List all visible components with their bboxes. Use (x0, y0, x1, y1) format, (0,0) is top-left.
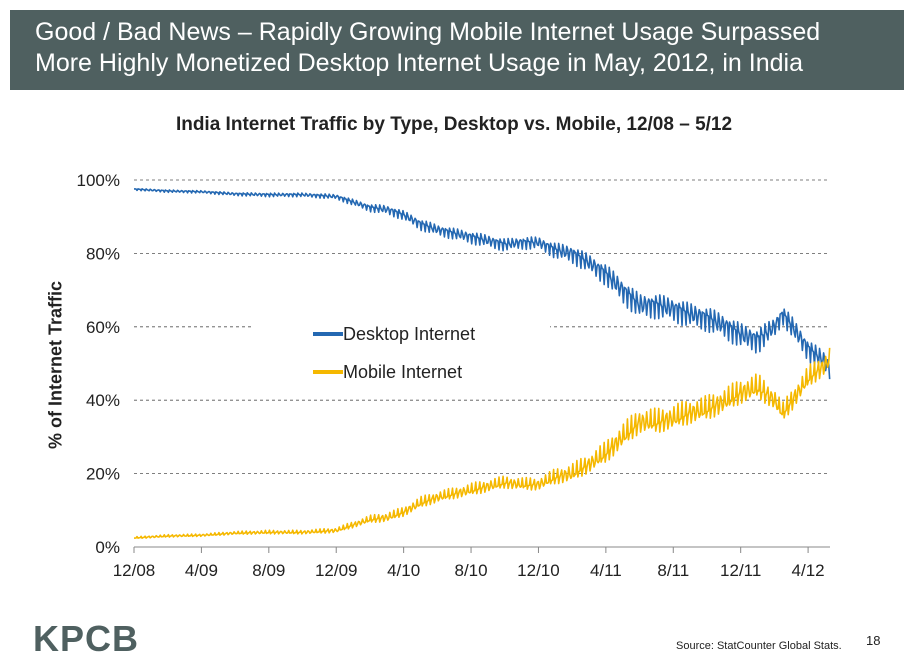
source-note: Source: StatCounter Global Stats. (676, 640, 842, 652)
desktop-series-line (134, 188, 831, 380)
kpcb-logo: KPCB (33, 618, 140, 659)
x-tick-label: 4/09 (185, 561, 218, 580)
chart-title: India Internet Traffic by Type, Desktop … (175, 114, 733, 135)
x-tick-label: 8/10 (454, 561, 487, 580)
header-title-line-1: Good / Bad News – Rapidly Growing Mobile… (35, 18, 821, 46)
x-tick-label: 8/11 (657, 561, 689, 580)
x-tick-label: 4/10 (387, 561, 420, 580)
x-tick-label: 12/11 (720, 561, 761, 580)
legend-label-desktop: Desktop Internet (343, 324, 475, 344)
y-tick-label: 40% (86, 391, 120, 410)
x-tick-label: 12/10 (517, 561, 560, 580)
y-tick-label: 60% (86, 318, 120, 337)
page-number: 18 (866, 633, 881, 648)
x-tick-label: 4/11 (590, 561, 622, 580)
header-title-line-2: More Highly Monetized Desktop Internet U… (35, 49, 803, 77)
x-tick-label: 12/09 (315, 561, 358, 580)
slide-header: Good / Bad News – Rapidly Growing Mobile… (10, 10, 904, 90)
legend-label-mobile: Mobile Internet (343, 362, 462, 382)
y-tick-label: 20% (86, 465, 120, 484)
mobile-series-line (134, 347, 831, 539)
y-tick-label: 0% (95, 538, 120, 557)
y-tick-label: 100% (77, 171, 120, 190)
x-tick-label: 12/08 (113, 561, 156, 580)
y-tick-label: 80% (86, 244, 120, 263)
x-tick-label: 8/09 (252, 561, 285, 580)
legend-box (254, 316, 550, 390)
x-tick-label: 4/12 (792, 561, 825, 580)
